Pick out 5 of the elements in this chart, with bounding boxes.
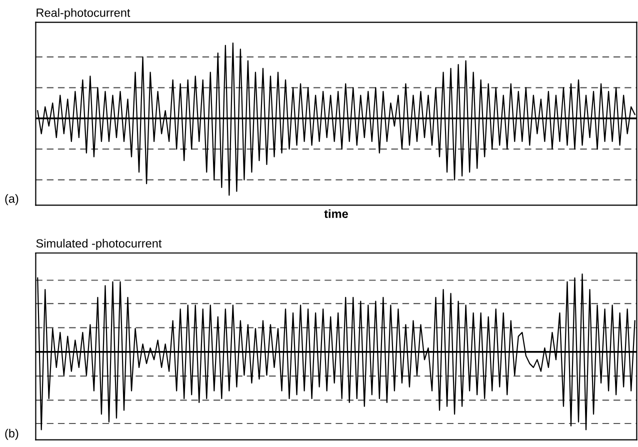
chart-title: Simulated -photocurrent (36, 238, 162, 250)
x-axis-title: time (324, 209, 348, 218)
chart-title: Real-photocurrent (36, 8, 130, 20)
text: (b) (5, 428, 18, 440)
text: (a) (5, 194, 18, 206)
